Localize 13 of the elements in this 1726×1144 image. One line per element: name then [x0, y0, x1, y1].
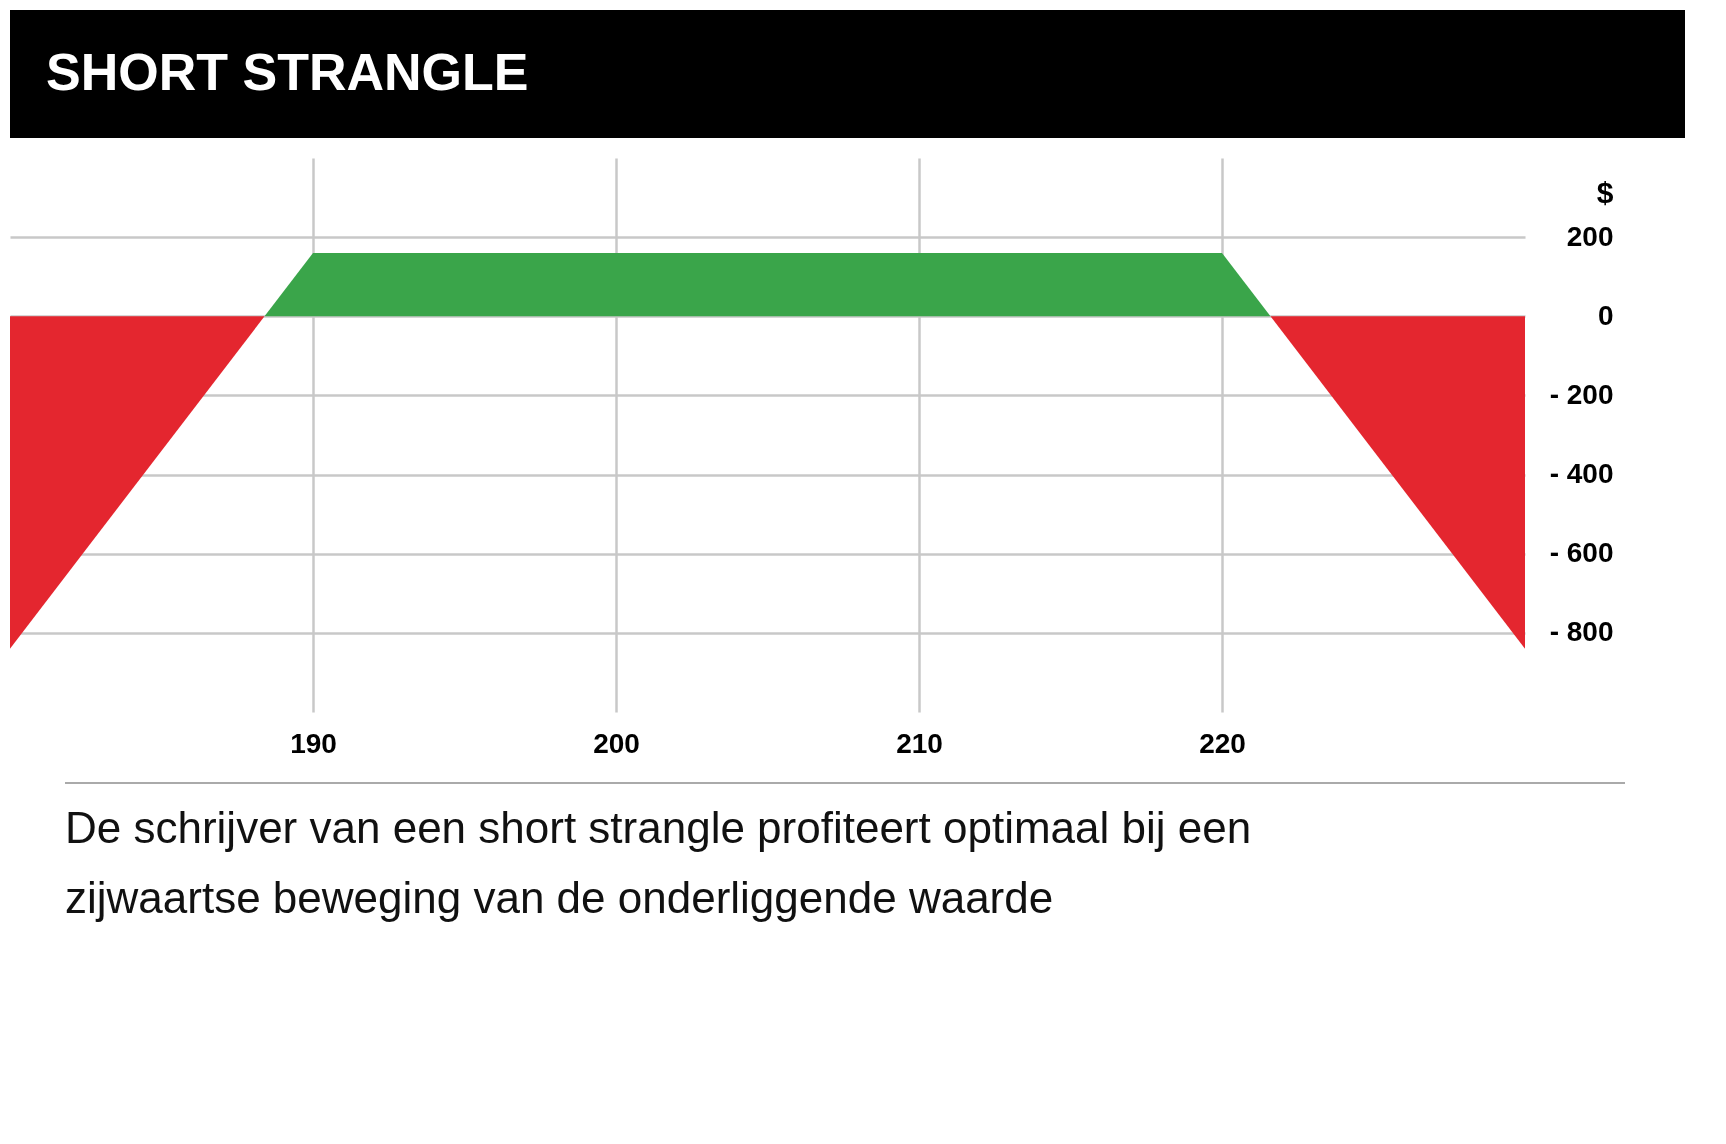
y-tick-label: 0 — [1597, 299, 1614, 331]
x-tick-label: 210 — [896, 727, 943, 759]
y-tick-label: 200 — [1566, 220, 1614, 252]
x-tick-label: 220 — [1199, 727, 1246, 759]
y-tick-label: - 400 — [1549, 458, 1614, 490]
y-tick-label: - 200 — [1549, 378, 1614, 410]
x-tick-label: 190 — [290, 727, 337, 759]
text: De schrijver van een short strangle profiteert optimaal bij een zijwaartse beweging van de onderliggende waarde — [65, 803, 1252, 922]
x-tick-label: 200 — [593, 727, 640, 759]
y-tick-label: - 600 — [1549, 537, 1614, 569]
y-axis-title: $ — [1596, 175, 1614, 209]
y-tick-label: - 800 — [1549, 616, 1614, 648]
chart-title: SHORT STRANGLE — [46, 43, 529, 101]
